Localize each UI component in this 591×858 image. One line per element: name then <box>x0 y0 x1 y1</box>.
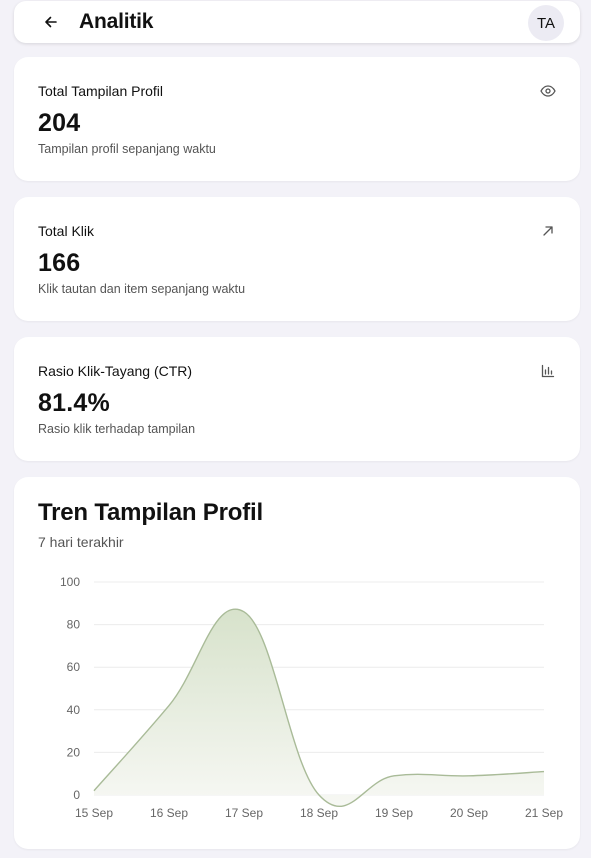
y-tick-label: 20 <box>67 745 81 759</box>
chart-card-profile-trend: 0 20 40 60 80 100 15 Sep 16 Sep 17 Sep 18 Sep 19 S… <box>14 477 580 849</box>
arrow-left-icon <box>45 16 57 28</box>
profile-views-chart: 0 20 40 60 80 100 15 Sep 16 Sep 17 Sep 18 Sep 19 S… <box>60 575 563 820</box>
y-tick-label: 80 <box>67 618 81 632</box>
eye-icon <box>540 83 556 99</box>
stat-description: Klik tautan dan item sepanjang waktu <box>38 282 246 296</box>
y-tick-label: 60 <box>67 660 81 674</box>
avatar[interactable]: TA <box>528 5 564 41</box>
series-line <box>93 608 545 808</box>
stat-title: Total Tampilan Profil <box>38 83 164 99</box>
page-title: Analitik <box>79 10 154 33</box>
arrow-up-right-icon <box>540 223 556 239</box>
stat-description: Tampilan profil sepanjang waktu <box>38 142 216 156</box>
x-tick-label: 15 Sep <box>75 806 113 820</box>
stat-title: Rasio Klik-Tayang (CTR) <box>38 363 193 379</box>
x-tick-label: 17 Sep <box>225 806 263 820</box>
stat-card-ctr: Rasio Klik-Tayang (CTR) 81.4% Rasio klik… <box>14 337 580 461</box>
back-button[interactable] <box>40 11 62 33</box>
stat-card-total-clicks: Total Klik 166 Klik tautan dan item sepa… <box>14 197 580 321</box>
stat-card-profile-views: Total Tampilan Profil 204 Tampilan profi… <box>14 57 580 181</box>
stat-value: 81.4% <box>38 389 110 417</box>
y-tick-label: 0 <box>73 788 80 802</box>
chart-title: Tren Tampilan Profil <box>38 499 263 526</box>
bar-chart-icon <box>540 363 556 379</box>
x-tick-label: 16 Sep <box>150 806 188 820</box>
y-tick-label: 40 <box>67 703 81 717</box>
x-tick-label: 21 Sep <box>525 806 563 820</box>
x-tick-label: 20 Sep <box>450 806 488 820</box>
stat-description: Rasio klik terhadap tampilan <box>38 422 196 436</box>
stat-title: Total Klik <box>38 223 95 239</box>
area-fill <box>94 609 544 807</box>
x-tick-label: 18 Sep <box>300 806 338 820</box>
stat-value: 204 <box>38 109 81 137</box>
chart-subtitle: 7 hari terakhir <box>38 534 124 550</box>
app-header: Analitik TA <box>14 1 580 43</box>
y-tick-label: 100 <box>60 575 80 589</box>
stat-value: 166 <box>38 249 81 277</box>
x-tick-label: 19 Sep <box>375 806 413 820</box>
